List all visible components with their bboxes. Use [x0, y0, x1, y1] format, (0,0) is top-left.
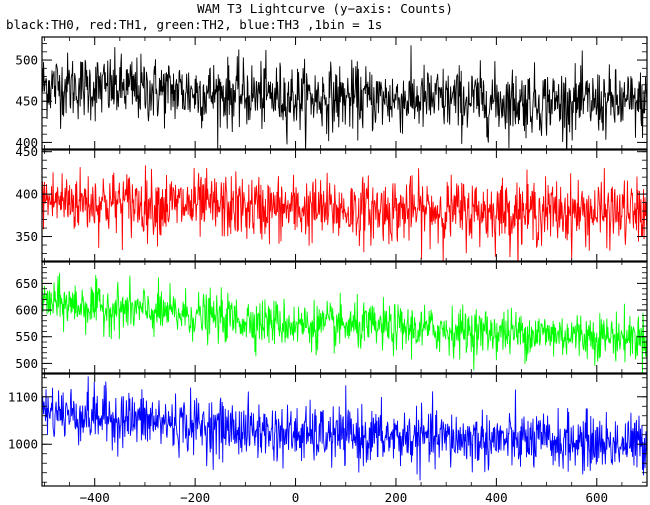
series-line-th0 — [42, 45, 647, 149]
y-tick-label: 1000 — [8, 437, 38, 452]
x-tick-label: 400 — [485, 490, 508, 505]
y-tick-label: 450 — [15, 94, 38, 109]
x-tick-label: 600 — [586, 490, 609, 505]
series-line-th3 — [42, 376, 647, 481]
y-tick-label: 400 — [15, 135, 38, 150]
y-tick-label: 650 — [15, 276, 38, 291]
panel-frame — [41, 149, 648, 263]
panel-th1: 350 400 450 — [15, 144, 648, 263]
panel-frame — [41, 373, 648, 487]
y-tick-label: 550 — [15, 329, 38, 344]
panel-th2: 500 550 600 650 — [15, 260, 648, 374]
series-line-th2 — [42, 270, 647, 373]
x-tick-label: 0 — [292, 490, 300, 505]
y-tick-label: 500 — [15, 53, 38, 68]
x-tick-label: 200 — [385, 490, 408, 505]
panel-th3: 1000 1100 — [8, 373, 648, 487]
chart-subtitle: black:TH0, red:TH1, green:TH2, blue:TH3 … — [6, 17, 383, 32]
chart-title: WAM T3 Lightcurve (y−axis: Counts) — [197, 1, 453, 16]
y-tick-label: 450 — [15, 144, 38, 159]
y-tick-label: 500 — [15, 356, 38, 371]
panel-frame — [41, 260, 648, 374]
panel-th0: 400 450 500 — [15, 36, 648, 150]
y-tick-label: 600 — [15, 303, 38, 318]
x-tick-label: −200 — [180, 490, 210, 505]
series-line-th1 — [42, 165, 647, 262]
x-tick-label: −400 — [80, 490, 110, 505]
y-tick-label: 400 — [15, 187, 38, 202]
y-tick-label: 1100 — [8, 389, 38, 404]
y-tick-label: 350 — [15, 229, 38, 244]
